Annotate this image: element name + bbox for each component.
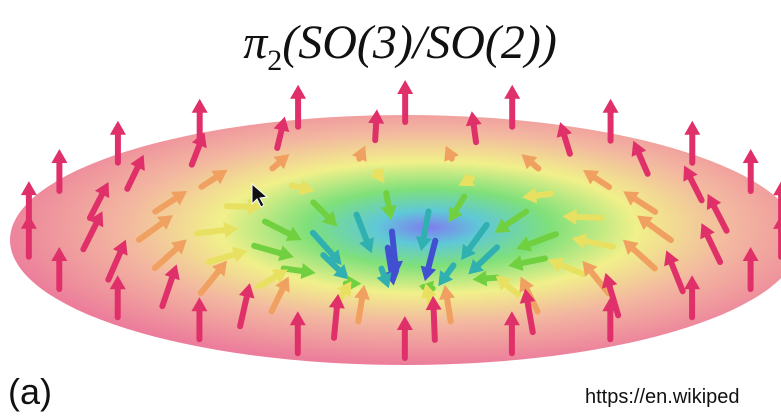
arrow-shaft <box>227 206 248 207</box>
arrow-shaft <box>334 308 337 338</box>
arrow-shaft <box>487 278 497 279</box>
arrow-shaft <box>386 193 388 206</box>
title-argument: (SO(3)/SO(2)) <box>282 16 557 69</box>
panel-label: (a) <box>8 371 52 412</box>
arrow-shaft <box>434 310 435 340</box>
arrow-shaft <box>532 163 538 168</box>
title-base: π <box>243 16 269 69</box>
arrow-shaft <box>197 230 224 233</box>
arrow-shaft <box>292 185 301 187</box>
arrow-shaft <box>474 125 476 142</box>
arrow-shaft <box>277 130 281 148</box>
title: π2(SO(3)/SO(2)) <box>243 16 557 77</box>
title-subscript: 2 <box>267 44 282 77</box>
slide: π2(SO(3)/SO(2)) (a) https://en.wikiped <box>0 0 781 416</box>
arrow-shaft <box>576 217 601 218</box>
arrow-shaft <box>272 163 278 168</box>
arrow-shaft <box>392 231 395 261</box>
source-url: https://en.wikiped <box>585 386 740 408</box>
arrow-shaft <box>381 269 383 276</box>
arrow-shaft <box>471 179 472 180</box>
arrow-shaft <box>447 299 451 322</box>
arrow-shaft <box>388 248 392 272</box>
arrow-shaft <box>375 123 376 140</box>
arrow-shaft <box>358 299 362 322</box>
arrow-shaft <box>536 194 551 196</box>
